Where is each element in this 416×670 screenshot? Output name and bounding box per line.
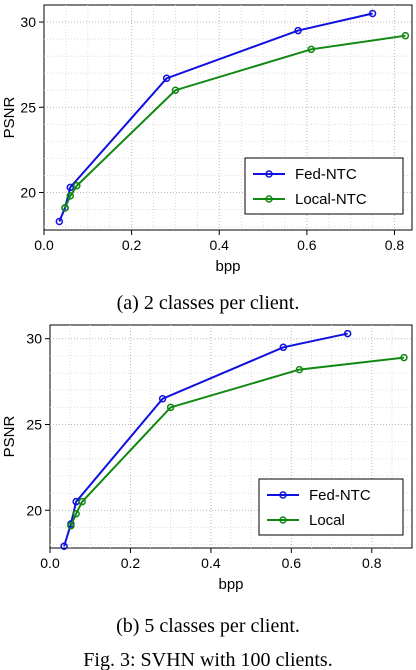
y-tick-label: 20 bbox=[20, 185, 36, 201]
legend-label: Fed-NTC bbox=[295, 166, 357, 183]
y-axis-label: PSNR bbox=[1, 416, 18, 458]
legend-label: Local-NTC bbox=[295, 191, 367, 208]
data-point bbox=[66, 192, 75, 200]
legend-marker bbox=[265, 195, 273, 203]
x-tick-label: 0.4 bbox=[201, 555, 221, 571]
data-point bbox=[279, 343, 288, 352]
data-point bbox=[343, 329, 352, 338]
series-line bbox=[64, 34, 406, 209]
data-point bbox=[166, 403, 175, 412]
x-tick-label: 0.8 bbox=[362, 555, 382, 571]
subfigure-caption: (a) 2 classes per client. bbox=[117, 292, 300, 314]
legend: Fed-NTC Local bbox=[258, 478, 404, 536]
legend-box bbox=[244, 157, 404, 215]
data-point bbox=[368, 9, 377, 18]
data-point bbox=[67, 521, 75, 530]
data-point bbox=[60, 542, 68, 551]
axes: 0.0 0.2 0.4 0.6 0.8 20 25 30 bbox=[20, 14, 404, 253]
x-tick-label: 0.6 bbox=[297, 237, 317, 253]
legend-marker bbox=[279, 491, 287, 499]
legend-label: Local bbox=[309, 512, 345, 529]
series-group bbox=[60, 329, 408, 551]
legend: Fed-NTC Local-NTC bbox=[244, 157, 404, 215]
series-line bbox=[63, 332, 348, 547]
data-point bbox=[294, 26, 302, 35]
chart-a: 0.0 0.2 0.4 0.6 0.8 20 25 30 Fed-NTC Local-NTC b… bbox=[1, 4, 413, 314]
y-axis-label: PSNR bbox=[1, 97, 18, 139]
data-point bbox=[400, 353, 408, 362]
data-point bbox=[72, 509, 80, 518]
legend-marker bbox=[279, 516, 287, 524]
x-axis-label: bpp bbox=[215, 258, 240, 275]
x-tick-label: 0.6 bbox=[282, 555, 302, 571]
legend-marker bbox=[265, 170, 273, 178]
data-point bbox=[78, 497, 86, 506]
x-tick-label: 0.0 bbox=[40, 555, 60, 571]
data-point bbox=[158, 395, 167, 403]
subfigure-caption: (b) 5 classes per client. bbox=[116, 615, 300, 637]
x-tick-label: 0.8 bbox=[385, 237, 405, 253]
chart-b: 0.0 0.2 0.4 0.6 0.8 20 25 30 Fed-NTC Local bpp P… bbox=[1, 324, 413, 637]
data-point bbox=[295, 365, 304, 374]
series-group bbox=[55, 9, 410, 226]
y-tick-label: 25 bbox=[26, 416, 42, 432]
legend-box bbox=[258, 478, 404, 536]
y-tick-label: 30 bbox=[20, 14, 36, 30]
data-point bbox=[73, 181, 81, 190]
data-point bbox=[55, 217, 64, 226]
y-tick-label: 20 bbox=[26, 502, 42, 518]
x-axis-label: bpp bbox=[218, 576, 243, 593]
x-tick-label: 0.4 bbox=[210, 237, 230, 253]
data-point bbox=[171, 86, 180, 94]
data-point bbox=[61, 204, 69, 212]
series-line bbox=[69, 356, 405, 527]
x-tick-label: 0.2 bbox=[122, 237, 142, 253]
data-point bbox=[162, 74, 171, 83]
x-tick-label: 0.2 bbox=[121, 555, 141, 571]
y-tick-label: 30 bbox=[26, 331, 42, 347]
y-tick-label: 25 bbox=[20, 99, 36, 115]
figure-caption: Fig. 3: SVHN with 100 clients. bbox=[83, 649, 332, 670]
legend-label: Fed-NTC bbox=[309, 487, 371, 504]
data-point bbox=[307, 45, 315, 54]
axes: 0.0 0.2 0.4 0.6 0.8 20 25 30 bbox=[26, 331, 381, 571]
data-point bbox=[401, 31, 410, 40]
data-point bbox=[66, 183, 75, 192]
x-tick-label: 0.0 bbox=[34, 237, 54, 253]
